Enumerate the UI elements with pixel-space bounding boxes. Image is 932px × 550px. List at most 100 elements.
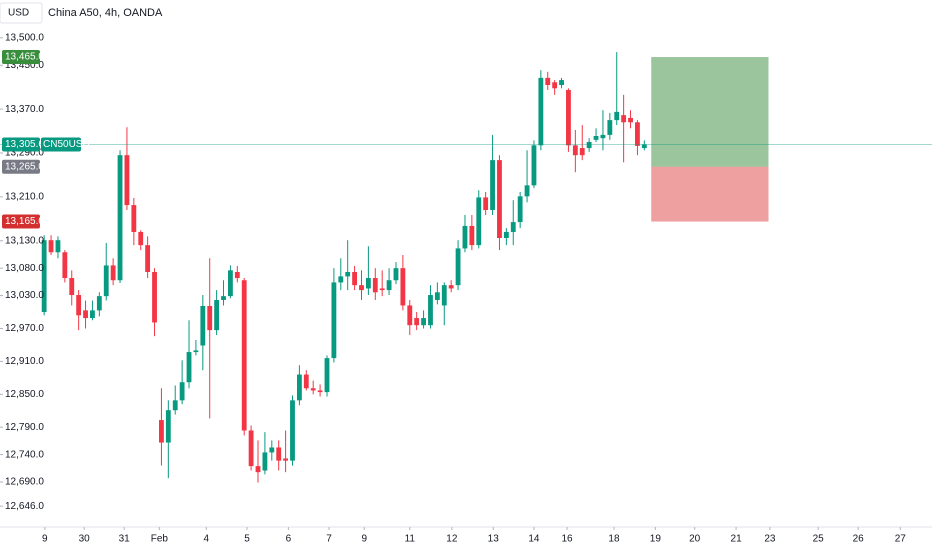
- candle-body: [635, 122, 640, 146]
- candle-body: [600, 134, 606, 139]
- candle-body: [227, 270, 233, 297]
- candle-body: [48, 240, 54, 253]
- candle-body: [110, 265, 116, 281]
- loss-zone: [651, 166, 769, 222]
- candle-body: [172, 400, 178, 411]
- candle-body: [145, 245, 151, 272]
- candle-body: [641, 144, 647, 149]
- candle-body: [386, 280, 392, 291]
- candle-body: [338, 276, 344, 283]
- candle-body: [497, 160, 502, 238]
- candle-body: [607, 120, 613, 135]
- y-tick-label: 13,450.0: [5, 60, 44, 71]
- price-badge-label: 13,465.0: [5, 52, 44, 63]
- price-badge: [2, 137, 40, 152]
- candle-body: [372, 278, 378, 293]
- candle-body: [503, 231, 509, 238]
- y-tick-label: 13,130.0: [5, 235, 44, 246]
- x-tick-label: 9: [361, 534, 367, 545]
- candle-body: [248, 430, 254, 467]
- candle-body: [62, 252, 68, 279]
- x-tick-label: 25: [813, 534, 825, 545]
- x-tick-label: Feb: [151, 534, 169, 545]
- x-tick-label: 26: [853, 534, 865, 545]
- y-tick-label: 13,370.0: [5, 104, 44, 115]
- candle-body: [179, 382, 185, 401]
- axes: 13,500.0 13,450.0 13,370.0 13,290.0 13,210.0…: [0, 32, 932, 545]
- x-tick-label: 7: [326, 534, 332, 545]
- candle-body: [234, 272, 240, 279]
- y-tick-label: 12,970.0: [5, 323, 44, 334]
- candle-body: [579, 148, 585, 156]
- candle-body: [531, 145, 537, 186]
- x-tick-label: 9: [42, 534, 48, 545]
- y-tick-label: 12,910.0: [5, 356, 44, 367]
- currency-box[interactable]: [0, 2, 43, 24]
- candle-body: [359, 285, 364, 291]
- candle-body: [552, 82, 558, 89]
- candle-body: [490, 160, 495, 211]
- candle-body: [379, 288, 385, 291]
- candle-body: [207, 306, 213, 331]
- candle-body: [90, 310, 95, 319]
- x-tick-label: 23: [764, 534, 776, 545]
- x-tick-label: 31: [119, 534, 131, 545]
- y-tick-label: 13,080.0: [5, 263, 44, 274]
- candle-body: [269, 447, 275, 453]
- candle-body: [517, 196, 523, 223]
- candle-body: [296, 374, 302, 401]
- candle-body: [400, 268, 406, 306]
- symbol-label: CN50USD: [43, 139, 90, 150]
- candle-body: [621, 115, 627, 123]
- candle-body: [324, 358, 330, 393]
- candle-body: [572, 145, 578, 156]
- chart-title: China A50, 4h, OANDA: [48, 7, 163, 19]
- candle-body: [159, 420, 164, 443]
- candle-body: [152, 272, 157, 323]
- candle-body: [586, 142, 592, 149]
- x-tick-label: 18: [608, 534, 620, 545]
- candle-body: [545, 77, 551, 85]
- x-tick-label: 19: [650, 534, 662, 545]
- y-tick-label: 13,500.0: [5, 32, 44, 43]
- candle-body: [255, 466, 261, 473]
- candle-body: [283, 458, 289, 461]
- candle-body: [138, 231, 144, 246]
- y-tick-label: 13,030.0: [5, 290, 44, 301]
- price-badge: [2, 214, 40, 229]
- candle-body: [41, 240, 47, 313]
- candle-body: [262, 452, 268, 471]
- y-tick-label: 12,850.0: [5, 389, 44, 400]
- candle-body: [566, 89, 571, 146]
- y-tick-label: 12,646.0: [5, 501, 44, 512]
- profit-zone: [651, 57, 769, 167]
- x-tick-label: 11: [405, 534, 416, 545]
- y-tick-label: 12,740.0: [5, 449, 44, 460]
- candle-body: [193, 350, 199, 353]
- x-tick-label: 6: [286, 534, 292, 545]
- price-badge-label: 13,265.0: [5, 161, 44, 172]
- candle-body: [303, 374, 309, 389]
- candle-body: [214, 299, 220, 331]
- candle-body: [421, 318, 426, 326]
- candle-body: [200, 306, 206, 346]
- candle-body: [628, 117, 633, 123]
- candles: [0, 52, 932, 483]
- candle-body: [103, 265, 109, 297]
- candle-body: [317, 390, 323, 393]
- position-tool[interactable]: [651, 57, 769, 222]
- x-tick-label: 21: [731, 534, 743, 545]
- candle-body: [462, 225, 468, 249]
- currency[interactable]: USD: [8, 8, 29, 19]
- candle-body: [76, 295, 82, 316]
- candle-body: [96, 296, 102, 311]
- candle-body: [186, 352, 192, 383]
- x-tick-label: 14: [528, 534, 540, 545]
- candle-body: [434, 292, 440, 300]
- y-tick-label: 13,290.0: [5, 148, 44, 159]
- candle-body: [345, 272, 351, 277]
- candle-body: [365, 278, 371, 289]
- candle-body: [331, 282, 337, 359]
- y-tick-label: 12,790.0: [5, 422, 44, 433]
